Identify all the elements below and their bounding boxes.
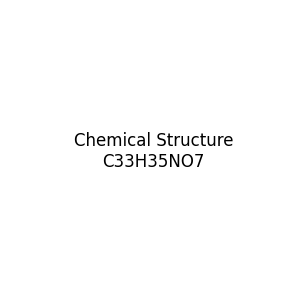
Text: Chemical Structure
C33H35NO7: Chemical Structure C33H35NO7 <box>74 132 233 171</box>
